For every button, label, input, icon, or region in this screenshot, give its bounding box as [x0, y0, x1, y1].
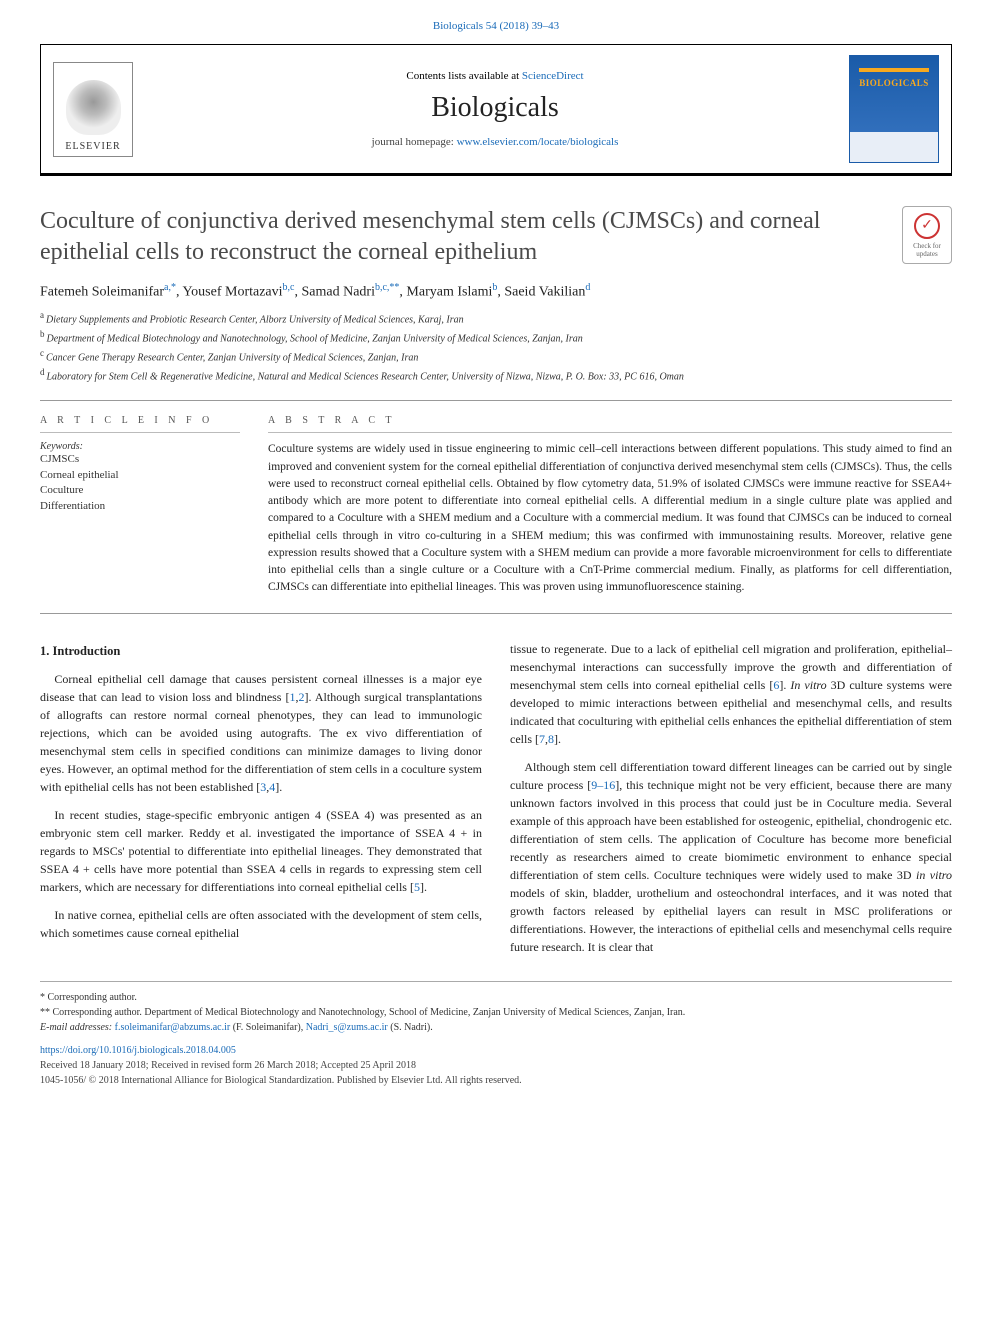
journal-cover-thumbnail: BIOLOGICALS	[849, 55, 939, 163]
masthead-center: Contents lists available at ScienceDirec…	[141, 70, 849, 148]
body-paragraph: tissue to regenerate. Due to a lack of e…	[510, 640, 952, 748]
corresponding-author-note: * Corresponding author.	[40, 990, 952, 1005]
contents-prefix: Contents lists available at	[406, 70, 521, 82]
homepage-line: journal homepage: www.elsevier.com/locat…	[141, 136, 849, 148]
keyword-item: CJMSCs	[40, 452, 240, 467]
article-title: Coculture of conjunctiva derived mesench…	[40, 206, 890, 268]
history-line: Received 18 January 2018; Received in re…	[40, 1058, 952, 1073]
body-paragraph: Corneal epithelial cell damage that caus…	[40, 670, 482, 796]
masthead: ELSEVIER Contents lists available at Sci…	[40, 44, 952, 176]
journal-name: Biologicals	[141, 92, 849, 124]
affiliation-item: cCancer Gene Therapy Research Center, Za…	[40, 347, 952, 366]
affiliation-item: bDepartment of Medical Biotechnology and…	[40, 328, 952, 347]
affiliation-item: dLaboratory for Stem Cell & Regenerative…	[40, 366, 952, 385]
email-link[interactable]: f.soleimanifar@abzums.ac.ir	[115, 1022, 231, 1033]
abstract-text: Coculture systems are widely used in tis…	[268, 441, 952, 596]
footer-block: * Corresponding author. ** Corresponding…	[40, 981, 952, 1088]
homepage-prefix: journal homepage:	[372, 136, 457, 148]
keyword-item: Coculture	[40, 483, 240, 498]
checkmark-icon: ✓	[914, 213, 940, 239]
email-link[interactable]: Nadri_s@zums.ac.ir	[306, 1022, 388, 1033]
keywords-list: CJMSCs Corneal epithelial Coculture Diff…	[40, 452, 240, 514]
contents-list-line: Contents lists available at ScienceDirec…	[141, 70, 849, 82]
homepage-link[interactable]: www.elsevier.com/locate/biologicals	[457, 136, 619, 148]
article-info-col: A R T I C L E I N F O Keywords: CJMSCs C…	[40, 415, 240, 596]
elsevier-logo: ELSEVIER	[53, 62, 133, 157]
abstract-col: A B S T R A C T Coculture systems are wi…	[268, 415, 952, 596]
author-name: , Saeid Vakilian	[497, 285, 585, 300]
badge-line2: updates	[916, 250, 937, 258]
info-abstract-row: A R T I C L E I N F O Keywords: CJMSCs C…	[40, 400, 952, 613]
badge-line1: Check for	[913, 242, 941, 250]
keyword-item: Corneal epithelial	[40, 468, 240, 483]
journal-reference: Biologicals 54 (2018) 39–43	[40, 20, 952, 32]
corresponding-author-note: ** Corresponding author. Department of M…	[40, 1005, 952, 1020]
body-paragraph: In native cornea, epithelial cells are o…	[40, 906, 482, 942]
article-info-label: A R T I C L E I N F O	[40, 415, 240, 433]
author-name: , Yousef Mortazavi	[176, 285, 283, 300]
section-heading: 1. Introduction	[40, 642, 482, 661]
author-affil-link[interactable]: b,c,**	[375, 282, 399, 293]
affiliations-block: aDietary Supplements and Probiotic Resea…	[40, 309, 952, 384]
body-text: 1. Introduction Corneal epithelial cell …	[40, 640, 952, 959]
abstract-label: A B S T R A C T	[268, 415, 952, 433]
title-row: Coculture of conjunctiva derived mesench…	[40, 206, 952, 268]
author-affil-link[interactable]: d	[585, 282, 590, 293]
elsevier-tree-icon	[66, 80, 121, 135]
body-paragraph: Although stem cell differentiation towar…	[510, 758, 952, 956]
author-affil-link[interactable]: b,c	[283, 282, 295, 293]
author-name: Fatemeh Soleimanifar	[40, 285, 164, 300]
author-affil-link[interactable]: a,*	[164, 282, 176, 293]
doi-link[interactable]: https://doi.org/10.1016/j.biologicals.20…	[40, 1045, 236, 1056]
email-label: E-mail addresses:	[40, 1022, 115, 1033]
cover-bar-icon	[859, 68, 929, 72]
citation-link[interactable]: 9–16	[591, 778, 615, 792]
copyright-line: 1045-1056/ © 2018 International Alliance…	[40, 1073, 952, 1088]
email-addresses-line: E-mail addresses: f.soleimanifar@abzums.…	[40, 1020, 952, 1035]
author-name: , Samad Nadri	[294, 285, 374, 300]
elsevier-name: ELSEVIER	[65, 141, 120, 152]
authors-line: Fatemeh Soleimanifara,*, Yousef Mortazav…	[40, 282, 952, 301]
cover-title: BIOLOGICALS	[859, 78, 929, 88]
author-name: , Maryam Islami	[399, 285, 492, 300]
sciencedirect-link[interactable]: ScienceDirect	[522, 70, 584, 82]
keyword-item: Differentiation	[40, 499, 240, 514]
body-paragraph: In recent studies, stage-specific embryo…	[40, 806, 482, 896]
check-for-updates-badge[interactable]: ✓ Check for updates	[902, 206, 952, 264]
cover-footer-graphic	[850, 132, 938, 162]
affiliation-item: aDietary Supplements and Probiotic Resea…	[40, 309, 952, 328]
keywords-label: Keywords:	[40, 441, 240, 452]
doi-line: https://doi.org/10.1016/j.biologicals.20…	[40, 1043, 952, 1058]
